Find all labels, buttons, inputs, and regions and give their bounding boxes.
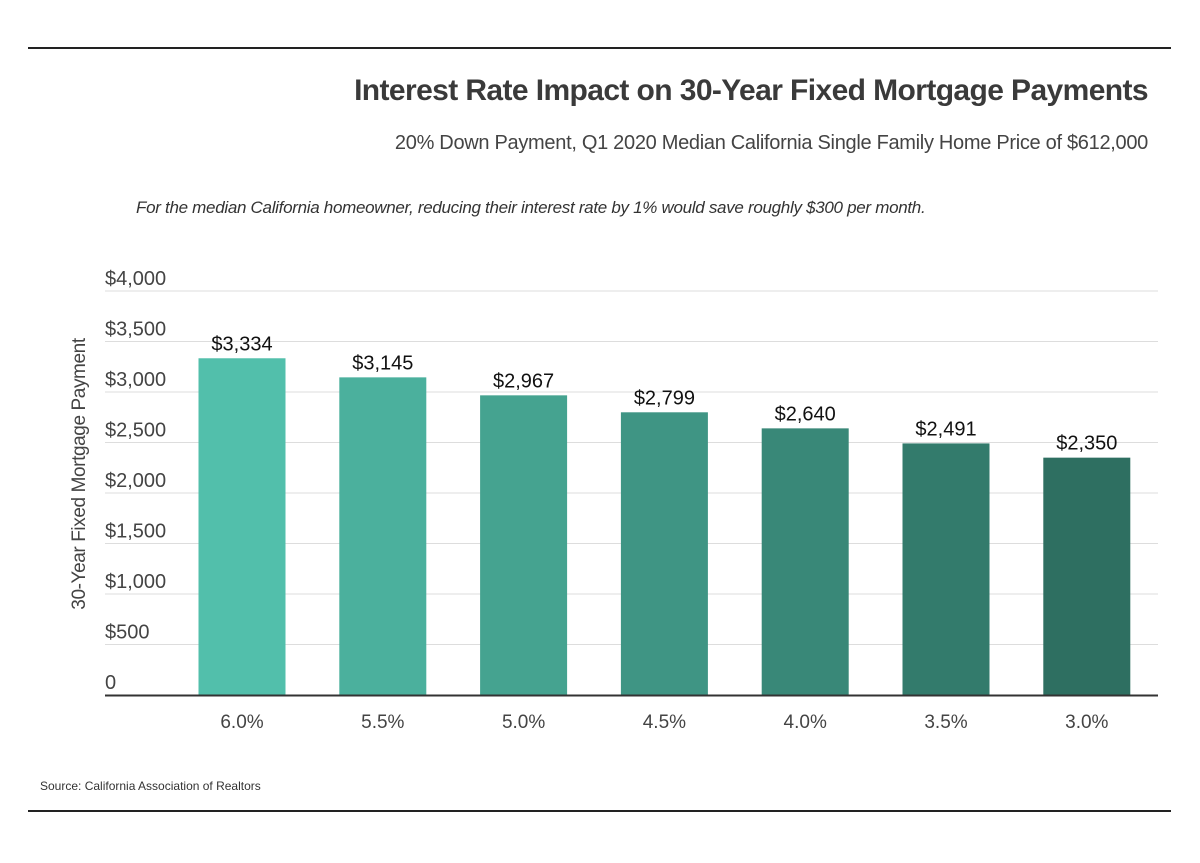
chart-title: Interest Rate Impact on 30-Year Fixed Mo… xyxy=(354,74,1149,107)
chart-subtitle: 20% Down Payment, Q1 2020 Median Califor… xyxy=(394,132,1148,154)
bars xyxy=(198,358,1131,695)
bar xyxy=(761,428,849,695)
y-tick-label: $1,000 xyxy=(105,571,166,593)
x-tick-label: 5.0% xyxy=(502,712,545,733)
data-label: $2,967 xyxy=(493,370,554,392)
data-label: $2,799 xyxy=(634,387,695,409)
value-labels: $3,334 $3,145 $2,967 $2,799 $2,640 $2,491 $2,3… xyxy=(211,333,1117,454)
data-label: $2,491 xyxy=(915,418,976,440)
y-tick-label: $1,500 xyxy=(105,521,166,543)
y-tick-label: $4,000 xyxy=(105,268,166,290)
x-tick-label: 3.5% xyxy=(924,712,967,733)
bar xyxy=(902,443,990,695)
bar xyxy=(1043,457,1131,695)
y-tick-label: $2,000 xyxy=(105,470,166,492)
y-tick-label: 0 xyxy=(105,672,116,694)
x-tick-label: 3.0% xyxy=(1065,712,1108,733)
x-tick-label: 4.5% xyxy=(643,712,686,733)
x-axis-ticks: 6.0% 5.5% 5.0% 4.5% 4.0% 3.5% 3.0% xyxy=(220,712,1108,733)
top-rule xyxy=(28,47,1171,49)
source-note: Source: California Association of Realto… xyxy=(40,779,261,793)
data-label: $3,334 xyxy=(211,333,272,355)
y-tick-label: $500 xyxy=(105,622,150,644)
data-label: $2,350 xyxy=(1056,433,1117,455)
bar xyxy=(620,412,708,695)
data-label: $2,640 xyxy=(775,403,836,425)
x-tick-label: 5.5% xyxy=(361,712,404,733)
y-tick-label: $3,500 xyxy=(105,319,166,341)
chart-annotation: For the median California homeowner, red… xyxy=(136,198,926,217)
data-label: $3,145 xyxy=(352,352,413,374)
x-tick-label: 4.0% xyxy=(784,712,827,733)
bar xyxy=(198,358,286,695)
bottom-rule xyxy=(28,810,1171,812)
bar xyxy=(339,377,427,695)
bar xyxy=(480,395,568,695)
y-tick-label: $2,500 xyxy=(105,420,166,442)
y-axis-ticks: 0 $500 $1,000 $1,500 $2,000 $2,500 $3,000 $3,50… xyxy=(105,268,166,694)
x-tick-label: 6.0% xyxy=(220,712,263,733)
y-tick-label: $3,000 xyxy=(105,369,166,391)
